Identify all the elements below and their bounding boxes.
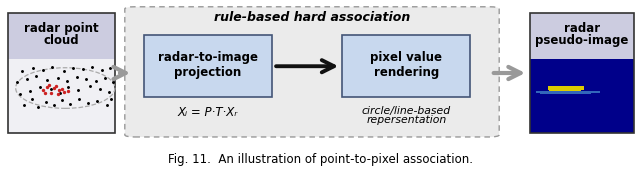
Text: radar: radar bbox=[564, 22, 600, 35]
Text: pseudo-image: pseudo-image bbox=[536, 34, 628, 47]
FancyBboxPatch shape bbox=[342, 35, 470, 97]
Text: Xᵢ = P·T·Xᵣ: Xᵢ = P·T·Xᵣ bbox=[178, 106, 238, 119]
FancyBboxPatch shape bbox=[125, 7, 499, 137]
FancyBboxPatch shape bbox=[8, 13, 115, 58]
Text: repersentation: repersentation bbox=[366, 115, 447, 125]
FancyBboxPatch shape bbox=[144, 35, 272, 97]
Text: Fig. 11.  An illustration of point-to-pixel association.: Fig. 11. An illustration of point-to-pix… bbox=[168, 153, 472, 166]
FancyBboxPatch shape bbox=[540, 93, 591, 94]
Text: pixel value: pixel value bbox=[371, 51, 442, 64]
Text: projection: projection bbox=[174, 66, 242, 79]
FancyBboxPatch shape bbox=[530, 58, 634, 133]
Text: cloud: cloud bbox=[44, 34, 79, 47]
Text: circle/line-based: circle/line-based bbox=[362, 106, 451, 116]
Text: rendering: rendering bbox=[374, 66, 439, 79]
FancyBboxPatch shape bbox=[530, 13, 634, 58]
FancyBboxPatch shape bbox=[8, 58, 115, 133]
FancyBboxPatch shape bbox=[536, 91, 600, 93]
FancyBboxPatch shape bbox=[549, 89, 581, 91]
Text: radar point: radar point bbox=[24, 22, 99, 35]
Text: rule-based hard association: rule-based hard association bbox=[214, 11, 410, 24]
FancyBboxPatch shape bbox=[548, 86, 584, 90]
Text: radar-to-image: radar-to-image bbox=[158, 51, 258, 64]
